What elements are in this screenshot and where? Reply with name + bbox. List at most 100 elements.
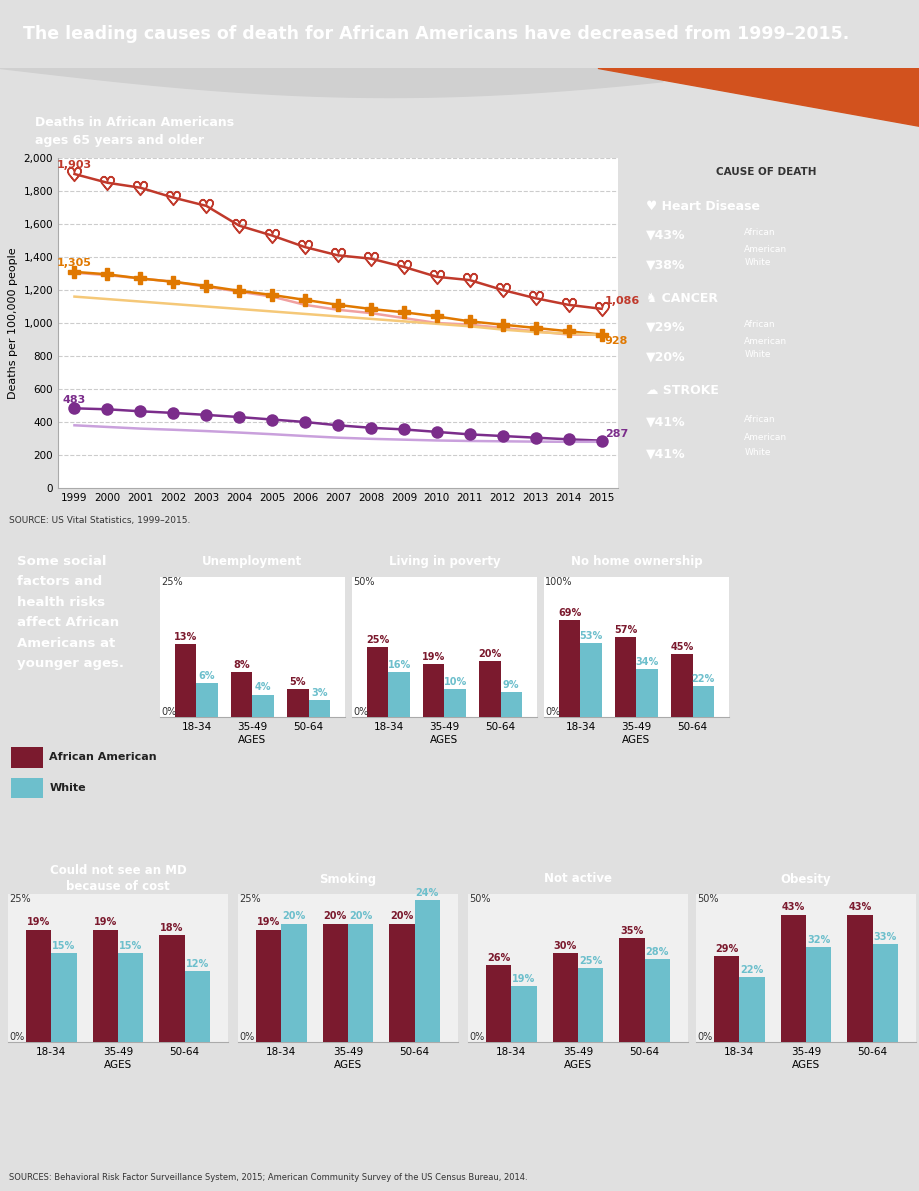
Text: 25%: 25% bbox=[9, 894, 31, 904]
Bar bbox=[185, 971, 210, 1042]
Text: Obesity: Obesity bbox=[780, 873, 831, 885]
Bar bbox=[118, 953, 143, 1042]
X-axis label: AGES: AGES bbox=[238, 735, 267, 744]
Text: 50%: 50% bbox=[353, 576, 374, 587]
Bar bbox=[511, 986, 536, 1042]
Text: ▼20%: ▼20% bbox=[646, 350, 686, 363]
Text: No home ownership: No home ownership bbox=[570, 555, 701, 568]
Text: 12%: 12% bbox=[186, 959, 209, 968]
Text: White: White bbox=[743, 350, 770, 360]
Text: 16%: 16% bbox=[387, 660, 410, 671]
Bar bbox=[26, 929, 51, 1042]
Bar bbox=[636, 669, 657, 717]
Text: 5%: 5% bbox=[289, 676, 306, 687]
Text: ▼43%: ▼43% bbox=[646, 227, 685, 241]
Text: 43%: 43% bbox=[847, 903, 870, 912]
Bar bbox=[347, 923, 373, 1042]
Text: White: White bbox=[743, 258, 770, 267]
Text: Not active: Not active bbox=[543, 873, 611, 885]
X-axis label: AGES: AGES bbox=[621, 735, 650, 744]
Text: White: White bbox=[743, 448, 770, 456]
Text: CAUSE OF DEATH: CAUSE OF DEATH bbox=[715, 167, 815, 177]
Text: 0%: 0% bbox=[9, 1031, 25, 1042]
Bar bbox=[644, 959, 669, 1042]
X-axis label: AGES: AGES bbox=[791, 1060, 819, 1070]
Text: Smoking: Smoking bbox=[319, 873, 376, 885]
Text: 0%: 0% bbox=[697, 1031, 712, 1042]
Text: 29%: 29% bbox=[714, 944, 737, 954]
Text: African: African bbox=[743, 414, 775, 424]
Text: 25%: 25% bbox=[239, 894, 261, 904]
Text: 9%: 9% bbox=[503, 680, 519, 690]
Text: 28%: 28% bbox=[645, 947, 668, 956]
Text: 24%: 24% bbox=[415, 887, 438, 898]
Text: 483: 483 bbox=[62, 395, 86, 405]
Text: ♞ CANCER: ♞ CANCER bbox=[646, 293, 718, 305]
Text: 15%: 15% bbox=[119, 941, 142, 950]
Text: 20%: 20% bbox=[390, 911, 414, 922]
Text: 53%: 53% bbox=[579, 631, 602, 641]
Text: 100%: 100% bbox=[545, 576, 572, 587]
Bar bbox=[618, 939, 644, 1042]
Text: 18%: 18% bbox=[160, 923, 184, 934]
Bar bbox=[11, 747, 43, 768]
Text: 57%: 57% bbox=[614, 625, 637, 635]
Text: 25%: 25% bbox=[366, 635, 389, 644]
Bar bbox=[51, 953, 76, 1042]
Text: 22%: 22% bbox=[740, 965, 763, 974]
Text: SOURCES: Behavioral Risk Factor Surveillance System, 2015; American Community Su: SOURCES: Behavioral Risk Factor Surveill… bbox=[9, 1173, 528, 1181]
Text: 13%: 13% bbox=[174, 632, 198, 642]
Text: 43%: 43% bbox=[781, 903, 804, 912]
Bar bbox=[500, 692, 521, 717]
Bar bbox=[805, 947, 831, 1042]
Text: 25%: 25% bbox=[578, 956, 602, 966]
Bar bbox=[444, 690, 465, 717]
Text: American: American bbox=[743, 244, 787, 254]
Text: ▼41%: ▼41% bbox=[646, 448, 686, 461]
Text: 50%: 50% bbox=[469, 894, 491, 904]
Text: 32%: 32% bbox=[806, 935, 829, 946]
Bar bbox=[580, 643, 601, 717]
Bar bbox=[389, 923, 414, 1042]
Text: SOURCE: US Vital Statistics, 1999–2015.: SOURCE: US Vital Statistics, 1999–2015. bbox=[9, 517, 190, 525]
X-axis label: AGES: AGES bbox=[563, 1060, 592, 1070]
Text: 3%: 3% bbox=[311, 688, 327, 698]
Text: 928: 928 bbox=[604, 336, 628, 347]
Bar bbox=[231, 672, 252, 717]
Text: 19%: 19% bbox=[256, 917, 280, 928]
Text: 0%: 0% bbox=[353, 707, 368, 717]
Bar bbox=[323, 923, 347, 1042]
Bar bbox=[367, 647, 388, 717]
Bar bbox=[552, 953, 577, 1042]
Bar bbox=[615, 637, 636, 717]
Bar bbox=[414, 900, 439, 1042]
Text: 15%: 15% bbox=[52, 941, 75, 950]
Text: ▼41%: ▼41% bbox=[646, 414, 686, 428]
Text: 1,086: 1,086 bbox=[604, 295, 640, 306]
Bar bbox=[255, 929, 281, 1042]
Bar bbox=[713, 956, 739, 1042]
Bar bbox=[872, 944, 897, 1042]
Text: 33%: 33% bbox=[873, 933, 896, 942]
Text: 50%: 50% bbox=[697, 894, 718, 904]
Bar bbox=[739, 977, 764, 1042]
X-axis label: AGES: AGES bbox=[104, 1060, 132, 1070]
Bar bbox=[287, 690, 308, 717]
Text: 8%: 8% bbox=[233, 660, 250, 671]
Text: 287: 287 bbox=[604, 429, 628, 439]
Text: 19%: 19% bbox=[27, 917, 51, 928]
Text: African: African bbox=[743, 320, 775, 329]
Text: ▼29%: ▼29% bbox=[646, 320, 685, 333]
Text: Some social
factors and
health risks
affect African
Americans at
younger ages.: Some social factors and health risks aff… bbox=[17, 555, 124, 671]
Text: 20%: 20% bbox=[282, 911, 305, 922]
Bar bbox=[388, 672, 409, 717]
Text: ☁ STROKE: ☁ STROKE bbox=[646, 385, 719, 398]
Text: 4%: 4% bbox=[255, 682, 271, 692]
Bar bbox=[11, 778, 43, 798]
Text: 22%: 22% bbox=[691, 674, 714, 684]
Text: 45%: 45% bbox=[670, 642, 693, 651]
Bar bbox=[308, 700, 330, 717]
Text: 30%: 30% bbox=[553, 941, 576, 950]
Text: 69%: 69% bbox=[558, 609, 581, 618]
Text: 35%: 35% bbox=[619, 927, 643, 936]
